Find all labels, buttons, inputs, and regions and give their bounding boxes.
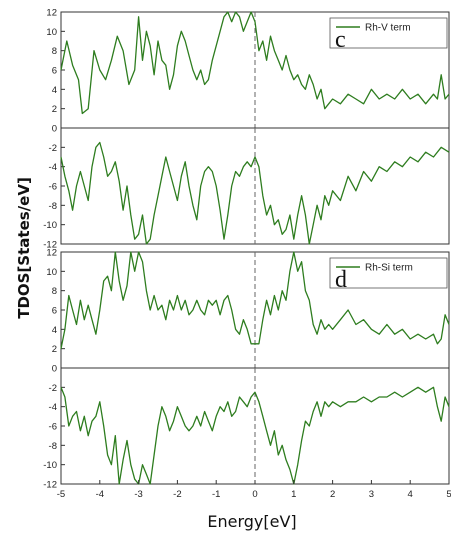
panel-d: 0 2 4 6 8 10 12 -2 -4 -6 -8 -10 -12 Rh-Si term d bbox=[43, 248, 450, 491]
y-tick-label: 0 bbox=[52, 124, 57, 135]
y-axis-label: TDOS[States/eV] bbox=[15, 177, 33, 319]
y-tick-label: -6 bbox=[49, 422, 57, 433]
x-tick-label: -4 bbox=[96, 489, 104, 500]
y-tick-label: 6 bbox=[52, 306, 57, 317]
panel-letter: d bbox=[335, 267, 347, 293]
x-tick-label: 3 bbox=[369, 489, 374, 500]
y-tick-label: 4 bbox=[52, 85, 57, 96]
y-tick-label: -4 bbox=[49, 162, 57, 173]
x-tick-label: -3 bbox=[134, 489, 142, 500]
panel-letter: c bbox=[335, 27, 346, 53]
panel-c: 0 2 4 6 8 10 12 -2 -4 -6 -8 -10 -12 Rh-V term c bbox=[43, 8, 450, 251]
x-tick-label: -2 bbox=[173, 489, 181, 500]
y-tick-label: -12 bbox=[43, 480, 57, 491]
tdos-line-d-spin-down bbox=[60, 386, 450, 485]
subplot-c-spin-down: -2 -4 -6 -8 -10 -12 bbox=[43, 127, 450, 251]
x-tick-label: 5 bbox=[446, 489, 451, 500]
y-tick-label: 8 bbox=[52, 46, 57, 57]
x-tick-label: 1 bbox=[291, 489, 296, 500]
y-tick-label: 10 bbox=[46, 267, 57, 278]
y-tick-label: -2 bbox=[49, 143, 57, 154]
y-tick-label: -10 bbox=[43, 460, 57, 471]
legend-entry: Rh-Si term bbox=[365, 263, 413, 274]
x-axis-label: Energy[eV] bbox=[207, 512, 296, 531]
legend-d: Rh-Si term d bbox=[329, 257, 448, 293]
subplot-d-spin-down: -2 -4 -6 -8 -10 -12 bbox=[43, 367, 450, 491]
y-tick-label: 12 bbox=[46, 248, 57, 259]
legend-c: Rh-V term c bbox=[329, 17, 448, 53]
y-tick-label: -10 bbox=[43, 220, 57, 231]
y-tick-label: 8 bbox=[52, 286, 57, 297]
tdos-line-c-spin-up bbox=[60, 11, 450, 115]
y-tick-label: 2 bbox=[52, 104, 57, 115]
y-tick-label: -8 bbox=[49, 201, 57, 212]
x-tick-label: 0 bbox=[252, 489, 257, 500]
y-tick-label: -12 bbox=[43, 240, 57, 251]
y-tick-label: -4 bbox=[49, 402, 57, 413]
tdos-line-c-spin-down bbox=[60, 141, 450, 245]
legend-box bbox=[329, 257, 448, 289]
x-axis: -5 -4 -3 -2 -1 0 1 2 3 4 5 bbox=[57, 480, 451, 500]
legend-box bbox=[329, 17, 448, 49]
y-tick-label: 0 bbox=[52, 364, 57, 375]
y-tick-label: -2 bbox=[49, 383, 57, 394]
y-tick-label: 12 bbox=[46, 8, 57, 19]
legend-entry: Rh-V term bbox=[365, 23, 411, 34]
tdos-line-d-spin-up bbox=[60, 251, 450, 349]
x-tick-label: 4 bbox=[408, 489, 413, 500]
y-tick-label: 10 bbox=[46, 27, 57, 38]
x-tick-label: -5 bbox=[57, 489, 65, 500]
y-tick-label: 2 bbox=[52, 344, 57, 355]
x-tick-label: -1 bbox=[212, 489, 220, 500]
y-tick-label: -8 bbox=[49, 441, 57, 452]
y-tick-label: 4 bbox=[52, 325, 57, 336]
y-tick-label: -6 bbox=[49, 182, 57, 193]
x-tick-label: 2 bbox=[330, 489, 335, 500]
y-tick-label: 6 bbox=[52, 66, 57, 77]
